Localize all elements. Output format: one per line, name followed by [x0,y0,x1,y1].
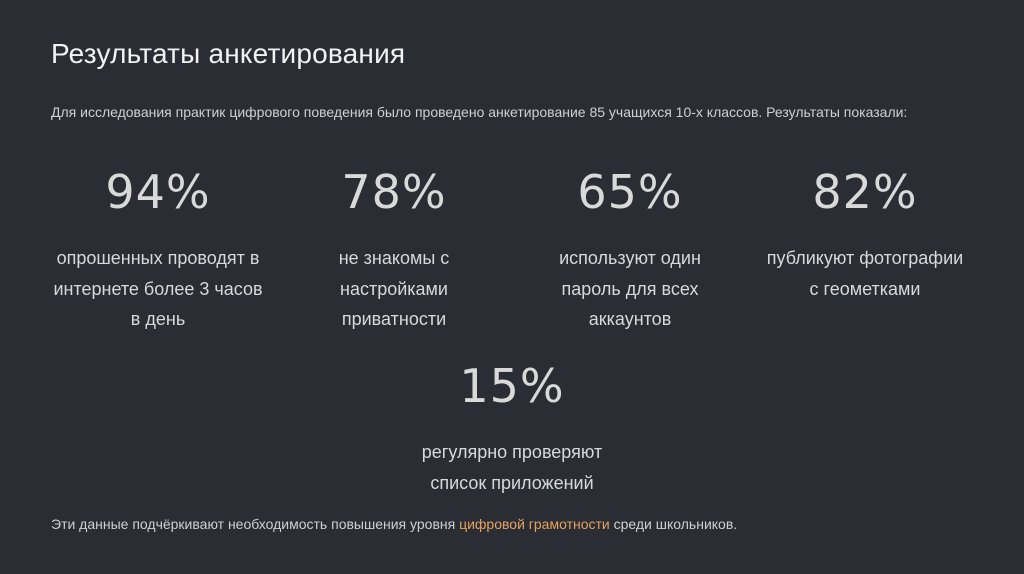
stat-description-line: аккаунтов [588,309,672,329]
stat-description-line: не знакомы с [338,248,450,268]
stat-value: 15% [459,359,565,413]
stat-card: 82% публикуют фотографии с геометками [745,166,985,304]
stat-description: опрошенных проводят в интернете более 3 … [38,243,278,335]
stat-value: 78% [341,165,447,219]
stat-description-line: настройками [340,278,448,299]
stat-description-line: пароль для всех [561,278,699,299]
stat-description-line: в день [130,309,186,329]
page-title: Результаты анкетирования [51,38,406,69]
stat-description-line: публикуют фотографии [766,248,964,268]
stat-value: 94% [105,165,211,219]
stat-description: публикуют фотографии с геометками [745,243,985,304]
stat-description-line: список приложений [430,472,594,493]
stat-description: используют один пароль для всех аккаунто… [510,243,750,335]
stat-description-line: с геометками [809,278,921,299]
stat-value: 65% [577,165,683,219]
conclusion-text: Эти данные подчёркивают необходимость по… [51,516,737,532]
stat-description: не знакомы с настройками приватности [274,243,514,335]
stat-card: 94% опрошенных проводят в интернете боле… [38,166,278,335]
stat-description-line: приватности [341,309,447,329]
stat-card: 65% используют один пароль для всех акка… [510,166,750,335]
conclusion-text-start: Эти данные подчёркивают необходимость по… [51,516,460,532]
stat-description: регулярно проверяют список приложений [392,437,632,498]
conclusion-text-end: среди школьников. [609,516,738,532]
stat-card: 78% не знакомы с настройками приватности [274,166,514,335]
stat-description-line: регулярно проверяют [421,442,603,462]
stat-description-line: опрошенных проводят в [56,248,260,268]
stat-value: 82% [812,165,918,219]
intro-text: Для исследования практик цифрового повед… [51,104,908,120]
stat-card: 15% регулярно проверяют список приложени… [392,360,632,498]
stat-description-line: интернете более 3 часов [53,278,263,299]
stat-description-line: используют один [559,248,701,268]
highlighted-term: цифровой грамотности [459,516,610,532]
